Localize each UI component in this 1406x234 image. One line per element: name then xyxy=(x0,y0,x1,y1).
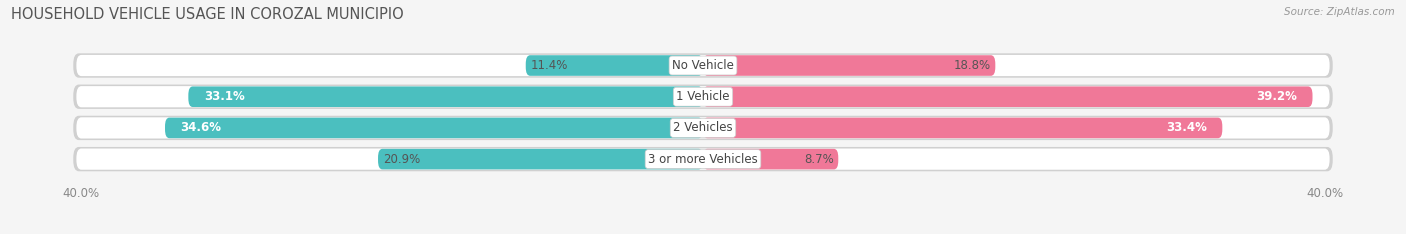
Text: 33.4%: 33.4% xyxy=(1166,121,1206,134)
FancyBboxPatch shape xyxy=(378,149,703,169)
FancyBboxPatch shape xyxy=(76,86,1330,107)
Text: Source: ZipAtlas.com: Source: ZipAtlas.com xyxy=(1284,7,1395,17)
FancyBboxPatch shape xyxy=(188,86,703,107)
FancyBboxPatch shape xyxy=(703,149,838,169)
Text: 33.1%: 33.1% xyxy=(204,90,245,103)
FancyBboxPatch shape xyxy=(703,86,1313,107)
Text: 34.6%: 34.6% xyxy=(180,121,222,134)
Text: 18.8%: 18.8% xyxy=(953,59,991,72)
Text: 3 or more Vehicles: 3 or more Vehicles xyxy=(648,153,758,166)
FancyBboxPatch shape xyxy=(703,118,1222,138)
Text: HOUSEHOLD VEHICLE USAGE IN COROZAL MUNICIPIO: HOUSEHOLD VEHICLE USAGE IN COROZAL MUNIC… xyxy=(11,7,404,22)
FancyBboxPatch shape xyxy=(73,84,1333,109)
Text: 39.2%: 39.2% xyxy=(1256,90,1296,103)
Text: 11.4%: 11.4% xyxy=(530,59,568,72)
FancyBboxPatch shape xyxy=(76,117,1330,139)
FancyBboxPatch shape xyxy=(76,55,1330,76)
FancyBboxPatch shape xyxy=(73,147,1333,171)
FancyBboxPatch shape xyxy=(526,55,703,76)
FancyBboxPatch shape xyxy=(703,55,995,76)
FancyBboxPatch shape xyxy=(73,53,1333,78)
Text: No Vehicle: No Vehicle xyxy=(672,59,734,72)
FancyBboxPatch shape xyxy=(165,118,703,138)
FancyBboxPatch shape xyxy=(76,149,1330,170)
Text: 2 Vehicles: 2 Vehicles xyxy=(673,121,733,134)
Text: 8.7%: 8.7% xyxy=(804,153,834,166)
Text: 1 Vehicle: 1 Vehicle xyxy=(676,90,730,103)
FancyBboxPatch shape xyxy=(73,116,1333,140)
Text: 20.9%: 20.9% xyxy=(382,153,420,166)
